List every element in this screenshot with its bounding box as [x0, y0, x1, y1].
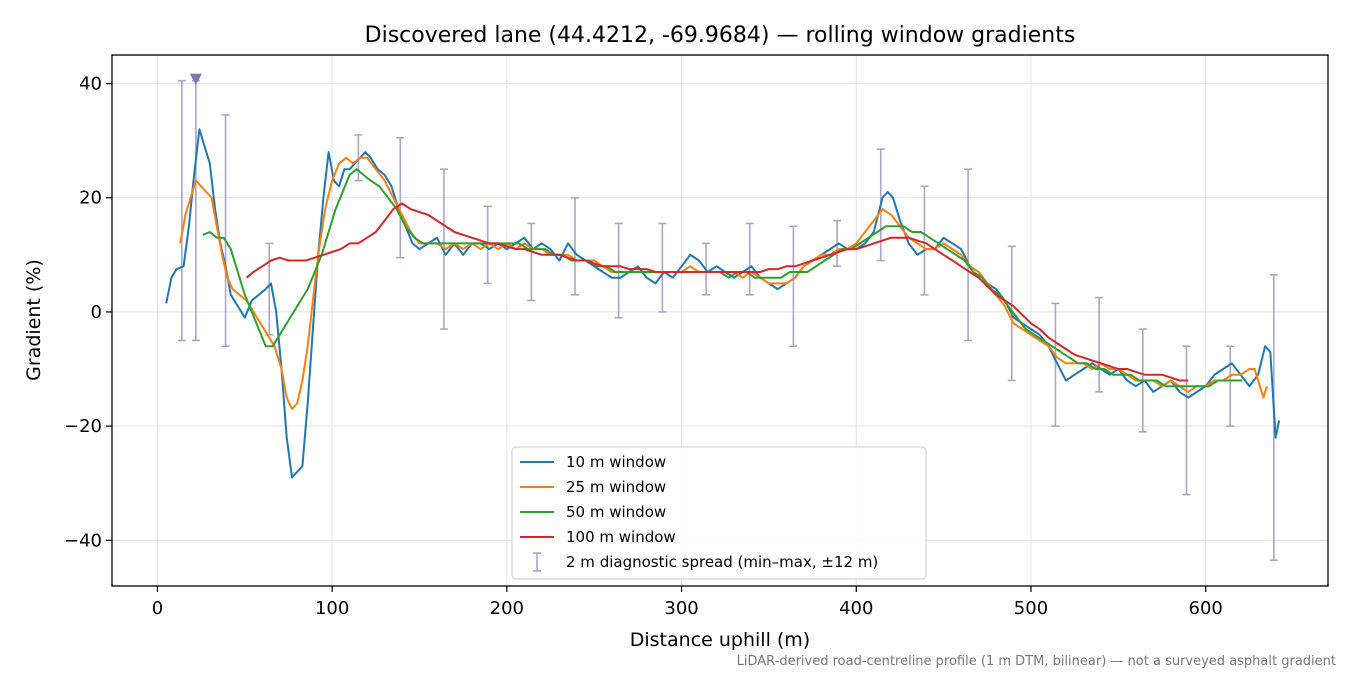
plot-frame — [111, 54, 1329, 587]
legend-label-3: 50 m window — [566, 503, 666, 521]
series-line-3 — [202, 168, 1243, 388]
x-tick-label: 100 — [315, 598, 349, 619]
grid-lines — [112, 55, 1328, 586]
x-axis-ticks: 0 100 200 300 400 500 600 — [152, 586, 1223, 619]
y-tick-label: 0 — [91, 302, 102, 323]
y-tick-label: 20 — [79, 188, 102, 209]
legend-label-2: 25 m window — [566, 478, 666, 496]
x-tick-label: 0 — [152, 598, 163, 619]
x-tick-label: 400 — [839, 598, 873, 619]
start-marker — [189, 73, 202, 85]
x-axis-label: Distance uphill (m) — [630, 629, 810, 651]
legend-label-1: 10 m window — [566, 453, 666, 471]
y-axis-ticks: −40 −20 0 20 40 — [64, 74, 112, 551]
series-line-2 — [179, 156, 1268, 410]
series-line-1 — [165, 128, 1281, 479]
x-tick-label: 600 — [1189, 598, 1223, 619]
x-tick-label: 300 — [664, 598, 698, 619]
legend-label-4: 100 m window — [566, 528, 676, 546]
y-axis-label: Gradient (%) — [23, 259, 45, 381]
y-tick-label: −40 — [64, 530, 102, 551]
x-tick-label: 200 — [490, 598, 524, 619]
y-tick-label: −20 — [64, 416, 102, 437]
legend-label-spread: 2 m diagnostic spread (min–max, ±12 m) — [566, 553, 878, 571]
footnote: LiDAR-derived road-centreline profile (1… — [737, 654, 1336, 669]
legend: 10 m window 25 m window 50 m window 100 m w… — [511, 446, 927, 580]
legend-box — [511, 446, 927, 580]
start-marker-triangle — [189, 73, 202, 85]
y-tick-label: 40 — [79, 74, 102, 95]
chart-title: Discovered lane (44.4212, -69.9684) — ro… — [365, 23, 1076, 48]
x-tick-label: 500 — [1014, 598, 1048, 619]
series-lines — [165, 128, 1281, 479]
series-line-4 — [245, 202, 1189, 382]
